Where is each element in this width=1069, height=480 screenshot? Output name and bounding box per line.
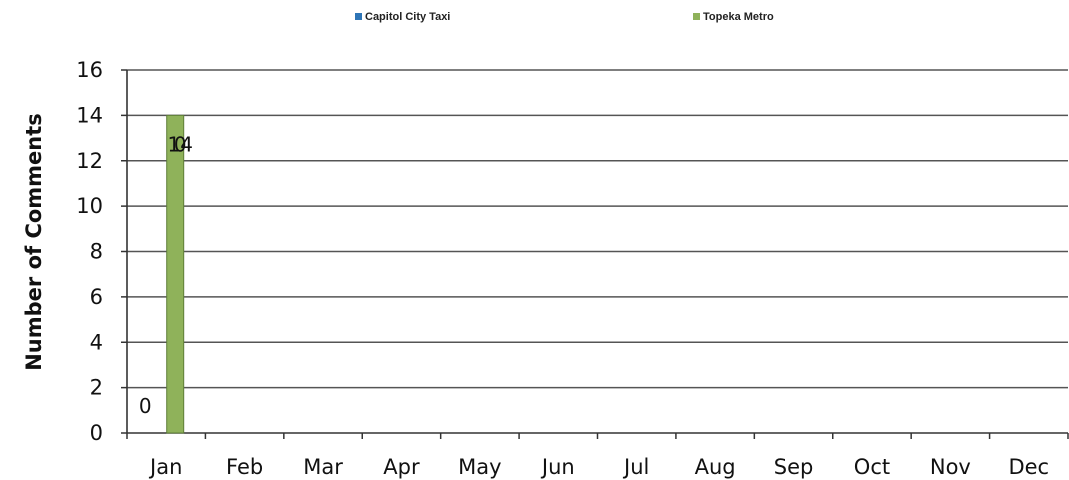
x-tick-label: Jul	[622, 455, 649, 479]
y-tick-label: 16	[76, 58, 103, 82]
y-tick-label: 10	[76, 194, 103, 218]
bars	[166, 114, 185, 434]
legend: Capitol City Taxi Topeka Metro	[355, 11, 774, 23]
y-tick-label: 6	[90, 285, 103, 309]
x-tick-label: Apr	[383, 455, 420, 479]
legend-label: Topeka Metro	[703, 11, 774, 23]
legend-swatch	[355, 13, 362, 20]
y-tick-label: 8	[90, 240, 103, 264]
legend-swatch	[693, 13, 700, 20]
legend-label: Capitol City Taxi	[365, 11, 450, 23]
y-tick-label: 0	[90, 421, 103, 445]
x-tick-label: Sep	[774, 455, 814, 479]
x-tick-label: Feb	[226, 455, 263, 479]
gridlines	[127, 69, 1068, 389]
axes: 0 2 4 6 8 10 12 14 16 Jan Feb Mar Apr May Jun Jul Aug Sep…	[76, 58, 1069, 479]
x-tick-label: Oct	[854, 455, 890, 479]
x-tick-label: May	[458, 455, 501, 479]
y-tick-label: 12	[76, 149, 103, 173]
x-tick-label: Nov	[930, 455, 971, 479]
bar	[166, 114, 185, 434]
x-tick-label: Dec	[1008, 455, 1049, 479]
y-tick-label: 4	[90, 330, 103, 354]
y-axis-label: Number of Comments	[22, 113, 46, 371]
x-tick-label: Jan	[148, 455, 182, 479]
data-label: 14	[167, 132, 192, 156]
x-tick-label: Jun	[540, 455, 575, 479]
y-tick-label: 14	[76, 103, 103, 127]
x-tick-label: Mar	[303, 455, 343, 479]
data-label: 0	[139, 394, 152, 418]
data-label: 0	[174, 132, 187, 156]
y-tick-label: 2	[90, 376, 103, 400]
x-tick-label: Aug	[695, 455, 736, 479]
